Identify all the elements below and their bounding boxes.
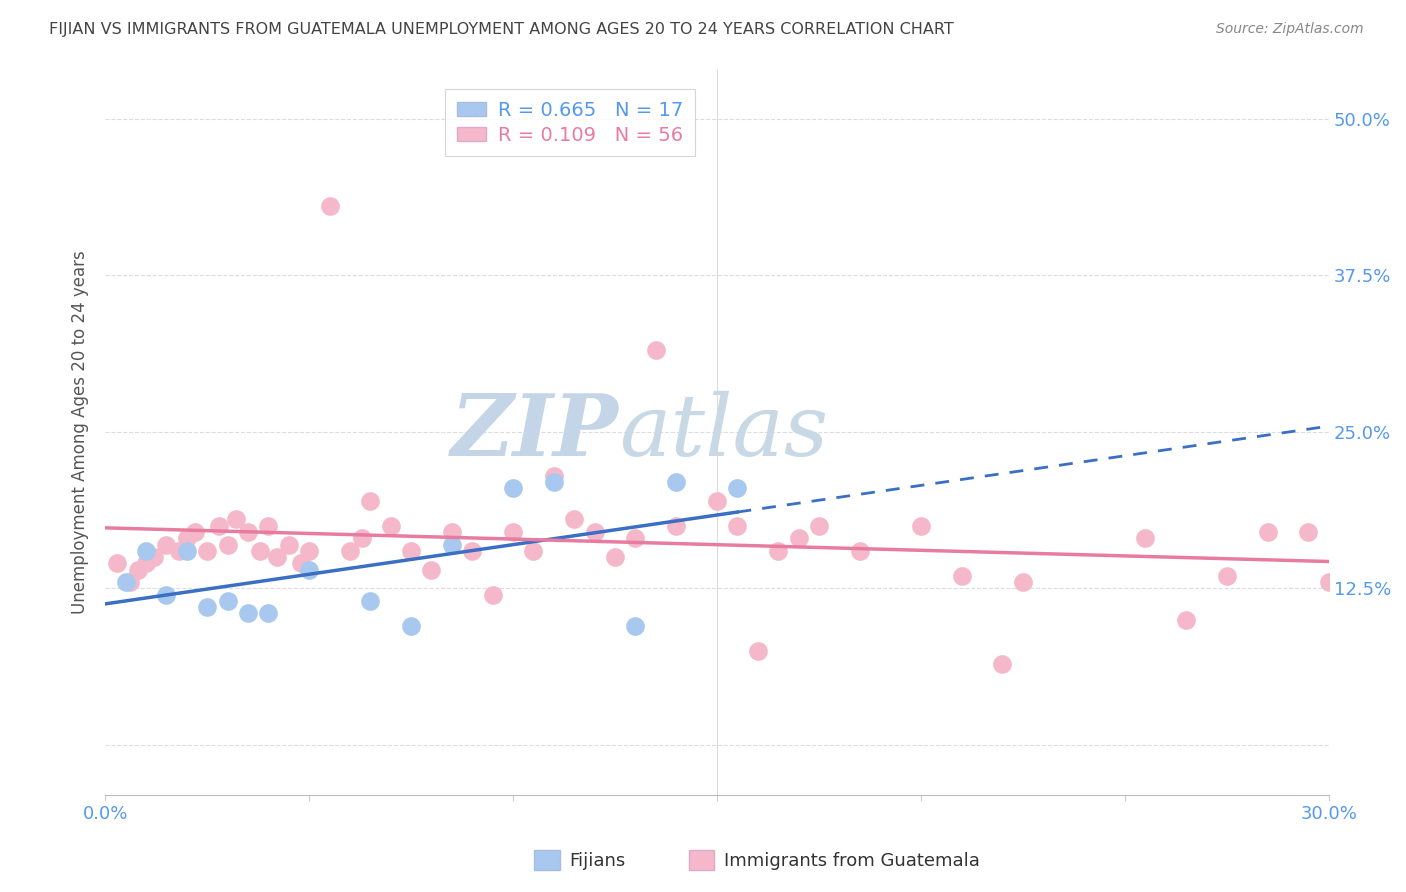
Point bbox=[399, 619, 422, 633]
Point bbox=[257, 518, 280, 533]
Point bbox=[236, 524, 259, 539]
Point bbox=[766, 543, 789, 558]
Point bbox=[665, 518, 688, 533]
Point bbox=[195, 600, 218, 615]
Point bbox=[502, 481, 524, 495]
Point bbox=[217, 537, 239, 551]
Point bbox=[1012, 575, 1035, 590]
Point bbox=[910, 518, 932, 533]
Point bbox=[135, 557, 157, 571]
Point bbox=[380, 518, 402, 533]
Point bbox=[266, 550, 288, 565]
Point bbox=[1257, 524, 1279, 539]
Text: atlas: atlas bbox=[619, 391, 828, 473]
Point bbox=[257, 607, 280, 621]
Point bbox=[603, 550, 626, 565]
Point bbox=[225, 512, 247, 526]
Point bbox=[290, 557, 312, 571]
Point bbox=[807, 518, 830, 533]
Text: ZIP: ZIP bbox=[451, 390, 619, 474]
Point bbox=[725, 481, 748, 495]
Point bbox=[359, 493, 381, 508]
Point bbox=[236, 607, 259, 621]
Point bbox=[624, 531, 647, 545]
Point bbox=[399, 543, 422, 558]
Point bbox=[1216, 569, 1239, 583]
Text: FIJIAN VS IMMIGRANTS FROM GUATEMALA UNEMPLOYMENT AMONG AGES 20 TO 24 YEARS CORRE: FIJIAN VS IMMIGRANTS FROM GUATEMALA UNEM… bbox=[49, 22, 953, 37]
Text: Fijians: Fijians bbox=[569, 852, 626, 870]
Point bbox=[249, 543, 271, 558]
Point bbox=[725, 518, 748, 533]
Point bbox=[135, 543, 157, 558]
Point bbox=[107, 557, 129, 571]
Point bbox=[624, 619, 647, 633]
Point bbox=[318, 199, 340, 213]
Point bbox=[217, 594, 239, 608]
Point bbox=[706, 493, 728, 508]
Point bbox=[543, 475, 565, 489]
Point bbox=[420, 563, 443, 577]
Point bbox=[461, 543, 484, 558]
Point bbox=[562, 512, 585, 526]
Point bbox=[155, 588, 177, 602]
Point bbox=[522, 543, 544, 558]
Point bbox=[644, 343, 666, 358]
Text: Immigrants from Guatemala: Immigrants from Guatemala bbox=[724, 852, 980, 870]
Point bbox=[583, 524, 606, 539]
Point bbox=[543, 468, 565, 483]
Point bbox=[787, 531, 810, 545]
Point bbox=[298, 563, 321, 577]
Point bbox=[848, 543, 870, 558]
Point bbox=[440, 537, 463, 551]
Point bbox=[167, 543, 190, 558]
Y-axis label: Unemployment Among Ages 20 to 24 years: Unemployment Among Ages 20 to 24 years bbox=[72, 250, 89, 614]
Point bbox=[1317, 575, 1340, 590]
Point bbox=[298, 543, 321, 558]
Point bbox=[195, 543, 218, 558]
Point bbox=[176, 543, 198, 558]
Point bbox=[127, 563, 149, 577]
Point bbox=[1298, 524, 1320, 539]
Point bbox=[143, 550, 166, 565]
Point bbox=[352, 531, 374, 545]
Point bbox=[114, 575, 136, 590]
Point bbox=[118, 575, 141, 590]
Point bbox=[339, 543, 361, 558]
Point bbox=[481, 588, 503, 602]
Point bbox=[440, 524, 463, 539]
Point bbox=[359, 594, 381, 608]
Point bbox=[991, 657, 1014, 671]
Point bbox=[1175, 613, 1198, 627]
Text: Source: ZipAtlas.com: Source: ZipAtlas.com bbox=[1216, 22, 1364, 37]
Point bbox=[1135, 531, 1157, 545]
Point bbox=[176, 531, 198, 545]
Point bbox=[502, 524, 524, 539]
Point bbox=[277, 537, 299, 551]
Point bbox=[950, 569, 973, 583]
Point bbox=[747, 644, 769, 658]
Point bbox=[208, 518, 231, 533]
Legend: R = 0.665   N = 17, R = 0.109   N = 56: R = 0.665 N = 17, R = 0.109 N = 56 bbox=[446, 89, 695, 156]
Point bbox=[155, 537, 177, 551]
Point bbox=[184, 524, 207, 539]
Point bbox=[665, 475, 688, 489]
